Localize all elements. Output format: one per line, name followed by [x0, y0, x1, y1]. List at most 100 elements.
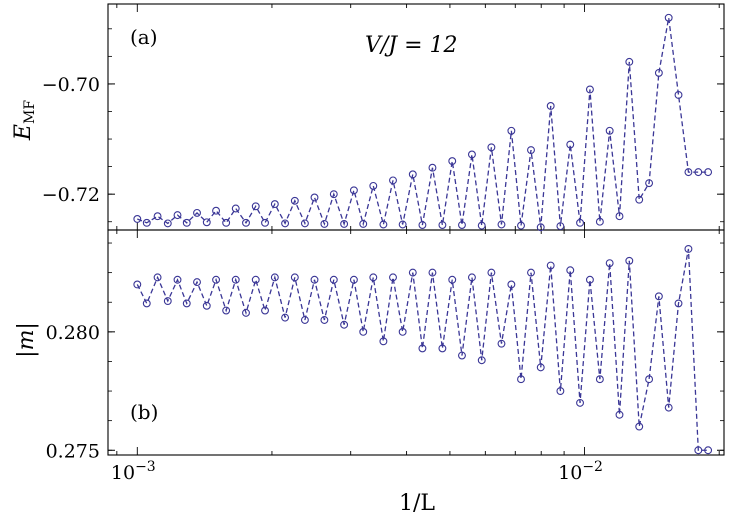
- panel-a-data-point: [428, 163, 437, 172]
- panel-b-data-point: [242, 308, 250, 317]
- panel-b-data-point: [448, 275, 457, 284]
- panel-b-data-point: [389, 273, 397, 282]
- panel-a-data-point: [487, 143, 496, 152]
- panel-b-data-point: [359, 327, 368, 336]
- panel-a-ylabel: EMF: [11, 100, 38, 141]
- panel-b-data-point: [270, 273, 279, 282]
- panel-b-data-point: [566, 266, 575, 275]
- panel-b-data-point: [290, 273, 299, 282]
- panel-b-data-point: [556, 387, 565, 395]
- panel-b-data-point: [281, 313, 290, 322]
- panel-b-data-point: [507, 280, 516, 289]
- panel-a-data-point: [556, 222, 565, 231]
- panel-b-data-point: [379, 337, 388, 346]
- panel-b-data-point: [694, 446, 703, 455]
- panel-b-ticks: 0.275 0.280: [46, 230, 724, 462]
- panel-a-data-point: [222, 218, 231, 227]
- panel-b-data-point: [300, 316, 309, 324]
- panel-b-data-point: [704, 446, 713, 455]
- xtick-label-base: 10: [558, 462, 582, 484]
- panel-b-series-line: [136, 248, 709, 451]
- panel-b-data-point: [212, 275, 221, 284]
- x-ticks: 10−3 10−2: [111, 459, 603, 484]
- panel-b-data-point: [438, 344, 447, 353]
- panel-b-data-point: [458, 351, 466, 360]
- panel-a-data-point: [694, 168, 703, 177]
- panel-b-data-point: [674, 299, 683, 308]
- panel-a-data-point: [585, 85, 594, 94]
- panel-a-data-point: [369, 181, 378, 190]
- panel-b-data-point: [585, 275, 594, 284]
- panel-a-data-point: [645, 179, 654, 188]
- panel-a-data-point: [193, 208, 201, 217]
- panel-b-data-point: [142, 299, 151, 308]
- panel-a-data-point: [418, 221, 427, 229]
- panel-a-data-point: [242, 218, 250, 227]
- panel-a-data-point: [182, 218, 191, 227]
- panel-b-data-point: [163, 297, 172, 305]
- panel-b-data-point: [320, 316, 329, 324]
- panel-a-data-point: [212, 206, 221, 215]
- panel-a-data-point: [133, 215, 142, 223]
- panel-b-ytick-label: 0.275: [46, 440, 100, 462]
- panel-a-ticks: −0.72 −0.70: [42, 4, 724, 230]
- panel-a-data-point: [270, 200, 279, 209]
- panel-b-data-point: [329, 275, 338, 284]
- panel-a-data-point: [142, 218, 151, 227]
- panel-a-ytick-label: −0.70: [42, 74, 100, 96]
- panel-b-data-point: [261, 306, 269, 315]
- panel-a-data-point: [517, 221, 525, 230]
- panel-b-frame: [107, 229, 725, 456]
- panel-b-data-point: [517, 375, 525, 384]
- panel-b-data-point: [605, 259, 614, 268]
- panel-a-data-point: [379, 220, 388, 229]
- panel-b-data-point: [193, 278, 201, 287]
- panel-a-data-point: [664, 13, 673, 22]
- panel-a-data-point: [704, 168, 713, 177]
- panel-b-data-point: [408, 268, 417, 277]
- panel-a-ytick-label: −0.72: [42, 184, 100, 206]
- panel-a-series: [133, 13, 713, 232]
- panel-a-data-point: [448, 157, 457, 166]
- panel-b-data-point: [153, 273, 162, 282]
- panel-b-data-point: [467, 273, 476, 282]
- panel-b-data-point: [546, 261, 555, 270]
- panel-a-data-point: [527, 146, 535, 155]
- panel-a-data-point: [231, 204, 240, 213]
- panel-a-data-point: [477, 221, 486, 230]
- panel-b-data-point: [595, 375, 604, 384]
- panel-b-data-point: [418, 344, 427, 353]
- panel-b-data-point: [654, 292, 663, 301]
- xtick-label-exponent: −2: [582, 459, 603, 475]
- panel-b-series: [133, 245, 713, 455]
- panel-a-data-point: [163, 219, 172, 228]
- panel-b-data-point: [615, 410, 624, 419]
- panel-b-data-point: [497, 339, 506, 348]
- panel-a-annotation: V/J = 12: [365, 33, 458, 58]
- panel-a-data-point: [684, 168, 693, 177]
- panel-b-data-point: [173, 275, 182, 284]
- panel-a-data-point: [261, 218, 269, 227]
- panel-a-data-point: [546, 102, 555, 110]
- panel-b-data-point: [684, 245, 693, 253]
- panel-b-data-point: [428, 268, 437, 277]
- panel-b-data-point: [576, 398, 584, 407]
- panel-a-data-point: [605, 126, 614, 135]
- panel-a-data-point: [674, 90, 683, 99]
- panel-a-data-point: [300, 219, 309, 228]
- panel-b-data-point: [398, 327, 407, 336]
- panel-a-data-point: [507, 126, 516, 135]
- panel-a-data-point: [595, 217, 604, 226]
- panel-a-data-point: [281, 219, 290, 228]
- xtick-label: 10−2: [558, 459, 603, 484]
- panel-a-data-point: [389, 176, 397, 185]
- panel-a-ylabel-sub: MF: [22, 100, 38, 124]
- panel-b-data-point: [222, 306, 231, 315]
- panel-a-ylabel-main: E: [11, 124, 36, 141]
- panel-a-data-point: [408, 170, 417, 179]
- panel-b-data-point: [310, 275, 319, 284]
- panel-a-data-point: [615, 212, 624, 221]
- panel-a-data-point: [251, 202, 260, 211]
- panel-a-data-point: [202, 218, 211, 227]
- panel-a-data-point: [536, 223, 545, 232]
